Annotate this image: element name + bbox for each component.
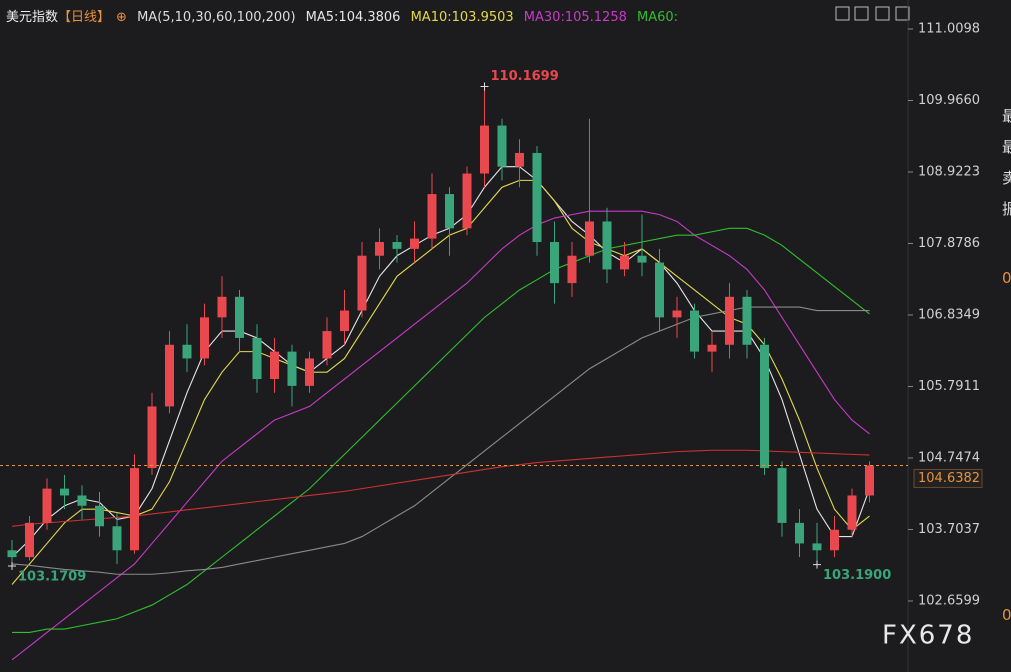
legend-entry: MA10:103.9503	[410, 10, 514, 25]
side-label: 卖	[1002, 169, 1011, 187]
candle-body	[847, 495, 857, 530]
header: 美元指数【日线】 ⊕ MA(5,10,30,60,100,200) MA5:104…	[6, 6, 684, 25]
candle-body	[235, 296, 244, 338]
candle-body	[410, 238, 419, 249]
candle-body	[567, 255, 577, 284]
ma-line	[11, 306, 870, 575]
candle-body	[147, 406, 157, 469]
candle-body	[95, 505, 104, 527]
toolbar-icons[interactable]	[835, 6, 910, 21]
side-label: 最	[1002, 138, 1011, 156]
ma-line	[11, 166, 871, 558]
title: 美元指数	[6, 10, 59, 25]
last-price-box	[913, 468, 983, 488]
candle-body	[480, 125, 489, 174]
y-tick-label: 106.8349	[918, 307, 980, 322]
candle-body	[77, 495, 87, 506]
candle-body	[462, 173, 472, 229]
side-label: 0	[1002, 269, 1011, 287]
candle-body	[305, 358, 314, 386]
candle-body	[760, 344, 769, 469]
candle-body	[585, 221, 594, 256]
candle-body	[812, 543, 822, 551]
candle-body	[637, 255, 647, 263]
candle-body	[550, 242, 559, 284]
y-tick-label: 104.7474	[918, 450, 980, 465]
last-price-label: 104.6382	[918, 471, 980, 486]
candle-body	[182, 344, 192, 359]
candle-body	[655, 262, 664, 318]
candle-body	[375, 242, 384, 256]
side-label: 振	[1002, 200, 1011, 218]
candle-body	[690, 310, 699, 352]
candle-body	[252, 337, 262, 380]
annotation: 103.1709	[18, 569, 86, 584]
candle-body	[60, 488, 69, 496]
candle-body	[602, 221, 612, 270]
y-tick-label: 102.6599	[918, 593, 980, 608]
y-tick-label: 108.9223	[918, 164, 980, 179]
ma-label: MA(5,10,30,60,100,200)	[137, 10, 296, 25]
legend-entry: MA60:	[637, 10, 679, 25]
candle-body	[112, 526, 122, 551]
candle-body	[130, 468, 139, 551]
extreme-marker	[813, 560, 821, 569]
candle-body	[42, 488, 52, 523]
candle-body	[777, 468, 787, 523]
extreme-marker	[480, 82, 489, 91]
candle-body	[515, 152, 524, 167]
candle-body	[725, 296, 734, 345]
annotation: 110.1699	[491, 69, 559, 84]
candle-body	[200, 317, 209, 359]
ma-line	[11, 210, 870, 661]
legend-entry: MA30:105.1258	[523, 10, 627, 25]
candle-body	[742, 296, 752, 345]
period: 【日线】	[58, 10, 111, 25]
candle-body	[497, 125, 507, 167]
candle-body	[25, 522, 34, 558]
candle-body	[445, 194, 454, 229]
annotation: 103.1900	[823, 568, 891, 583]
y-tick-label: 105.7911	[918, 379, 980, 394]
candle-body	[427, 194, 437, 239]
y-tick-label: 109.9660	[918, 93, 980, 108]
candle-body	[322, 331, 332, 359]
candle-body	[620, 255, 629, 270]
y-tick-label: 107.8786	[918, 236, 980, 251]
candle-body	[217, 296, 227, 318]
legend-entry: MA5:104.3806	[305, 10, 401, 25]
candle-body	[287, 351, 297, 386]
candle-body	[707, 344, 717, 352]
candle-body	[357, 255, 367, 311]
candle-body	[795, 522, 804, 544]
side-label: 最	[1002, 107, 1011, 125]
watermark: FX678	[882, 621, 974, 651]
candle-body	[532, 152, 542, 243]
add-icon[interactable]: ⊕	[116, 10, 127, 25]
candle-body	[672, 310, 682, 318]
candle-body	[865, 465, 874, 496]
candle-body	[165, 344, 174, 407]
ma-line	[11, 449, 870, 527]
ma-line	[11, 179, 870, 585]
y-tick-label: 111.0098	[918, 21, 980, 36]
side-label: 0	[1002, 606, 1011, 624]
candle-body	[7, 550, 17, 558]
candle-body	[340, 310, 349, 332]
candle-body	[270, 351, 279, 380]
candle-body	[830, 529, 839, 551]
extreme-marker	[8, 561, 16, 570]
ma-line	[12, 227, 870, 634]
candle-body	[392, 242, 402, 249]
y-tick-label: 103.7037	[918, 522, 980, 537]
